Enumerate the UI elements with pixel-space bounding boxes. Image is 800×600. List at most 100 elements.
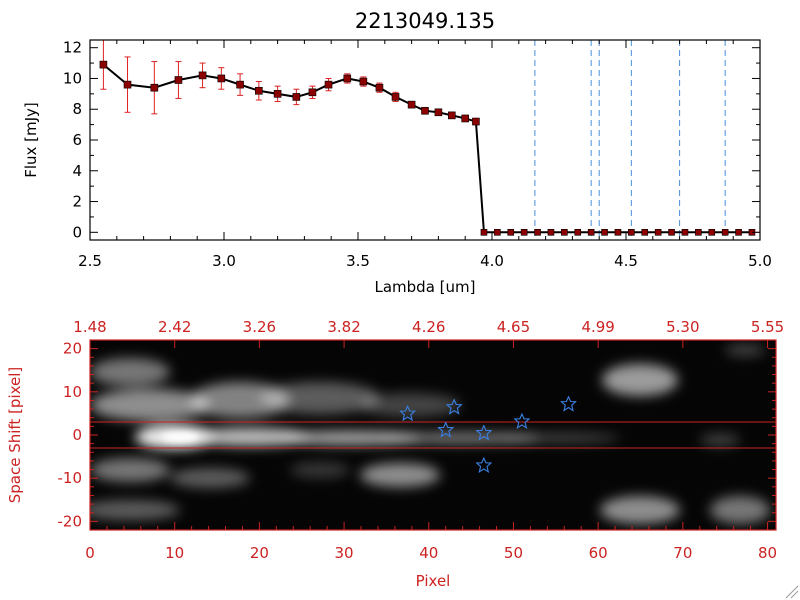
chart-title: 2213049.135 [355,9,495,33]
data-point [255,86,263,95]
data-point [574,229,582,236]
data-point [668,229,675,236]
data-point [292,93,301,101]
space-shift-tick-label: 20 [63,340,82,358]
data-point [587,229,595,236]
y-tick-label: 10 [63,69,82,87]
wavelength-tick-label: 3.26 [243,318,276,336]
data-point [359,77,368,86]
wavelength-tick-label: 5.30 [666,318,699,336]
pixel-tick-label: 70 [673,544,692,562]
wavelength-tick-label: 4.26 [412,318,445,336]
data-point [308,88,317,97]
y-tick-label: 12 [63,39,82,57]
y-axis-label: Flux [mJy] [22,102,40,178]
data-point [99,60,108,69]
data-point [534,229,541,236]
pixel-tick-label: 30 [335,544,354,562]
data-point [601,229,608,236]
data-point [507,229,515,236]
space-shift-tick-label: -10 [58,469,83,487]
data-point [472,117,480,126]
data-point [735,229,742,236]
y-axis-ticks: 0 2 4 6 8 10 12 [63,39,760,241]
data-point [391,93,400,101]
data-point [547,229,555,236]
data-points [99,60,756,236]
data-point [434,108,443,117]
pixel-axis-ticks: 0 10 20 30 40 50 60 70 80 [85,522,777,562]
data-point [217,74,226,83]
x-tick-label: 4.5 [614,252,638,270]
data-point [123,80,132,89]
series-line [102,63,477,123]
space-shift-tick-label: -20 [58,512,83,530]
pixel-tick-label: 80 [758,544,777,562]
x-axis-ticks: 2.5 3.0 3.5 4.0 4.5 5.0 [78,40,772,270]
data-point [150,83,159,92]
data-point [407,100,416,109]
wavelength-tick-label: 3.82 [327,318,360,336]
data-point [273,90,282,98]
x-tick-label: 2.5 [78,252,102,270]
pixel-tick-label: 10 [165,544,184,562]
pixel-axis-label: Pixel [416,572,451,590]
y-tick-label: 0 [72,223,82,241]
pixel-tick-label: 40 [419,544,438,562]
space-shift-tick-label: 10 [63,383,82,401]
data-point [641,229,649,236]
series-lines [102,63,752,234]
resize-grip-icon[interactable] [785,585,799,599]
plot-frame [89,39,761,241]
pixel-tick-label: 50 [504,544,523,562]
pixel-tick-label: 0 [85,544,95,562]
y-tick-label: 2 [72,193,82,211]
data-point [628,229,635,236]
y-tick-label: 4 [72,162,82,180]
wavelength-tick-label: 2.42 [158,318,191,336]
space-shift-tick-label: 0 [72,426,82,444]
drop-line [474,121,485,233]
wavelength-axis-ticks: 1.48 2.42 3.26 3.82 4.26 4.65 4.99 5.30 5.55 [73,318,784,348]
data-point [494,229,501,236]
data-point [343,74,352,83]
data-point [561,229,568,236]
pixel-tick-label: 20 [250,544,269,562]
data-point [174,76,183,84]
data-point [447,111,456,120]
x-tick-label: 4.0 [480,252,504,270]
data-point [461,114,470,123]
spectrum-plot: 2213049.135 2.5 3.0 3.5 4.0 4.5 5.0 0 2 4 6 8 10 12… [22,9,772,296]
data-point [236,80,244,89]
wavelength-tick-label: 5.55 [751,318,784,336]
data-point [695,229,702,236]
x-tick-label: 3.5 [346,252,370,270]
vertical-markers [483,40,760,240]
space-shift-axis-label: Space Shift [pixel] [6,367,24,504]
space-shift-axis-ticks: -20 -10 0 10 20 [58,340,776,530]
spectral-image [90,344,770,524]
y-tick-label: 8 [72,100,82,118]
spectral-image-plot: 0 10 20 30 40 50 60 70 80 1.48 2.42 3.26 3.82 4.26 4.… [6,318,784,590]
data-point [520,229,528,236]
data-point [721,229,729,236]
data-point [614,229,622,236]
wavelength-tick-label: 4.99 [581,318,614,336]
x-axis-label: Lambda [um] [375,278,476,296]
data-point [654,229,662,236]
wavelength-tick-label: 4.65 [497,318,530,336]
data-point [324,80,333,89]
data-point [480,229,488,236]
x-tick-label: 3.0 [212,252,236,270]
extraction-lines [90,421,776,449]
data-point [375,83,384,92]
data-point [681,229,689,236]
data-point [708,229,716,236]
x-tick-label: 5.0 [748,252,772,270]
pixel-tick-label: 60 [589,544,608,562]
data-point [198,71,207,80]
data-point [421,106,429,115]
y-tick-label: 6 [72,131,82,149]
wavelength-tick-label: 1.48 [73,318,106,336]
